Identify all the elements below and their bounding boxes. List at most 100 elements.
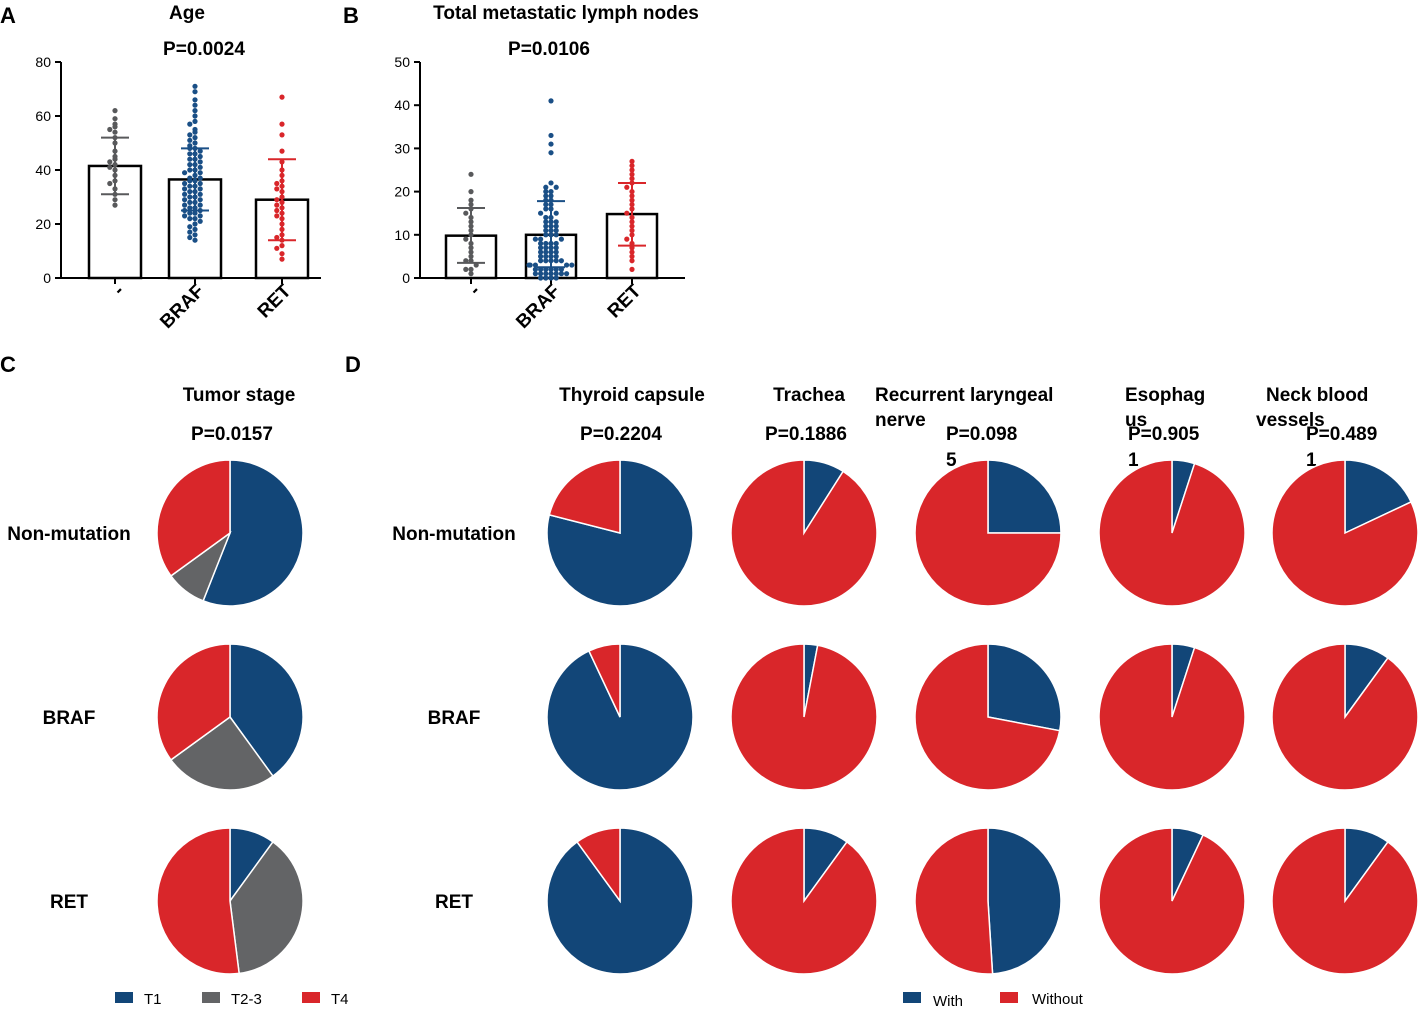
data-point	[274, 202, 280, 208]
data-point	[526, 262, 532, 268]
data-point	[468, 201, 474, 208]
trachea-pvalue: P=0.1886	[765, 424, 847, 445]
panel-c-row-label-ret: RET	[50, 892, 88, 913]
y-tick-label: 80	[35, 54, 51, 70]
data-point	[548, 271, 554, 277]
data-point	[187, 229, 193, 235]
data-point	[197, 213, 203, 219]
data-point	[197, 197, 203, 203]
tumor-stage-pie-2-slice-2	[156, 827, 240, 975]
data-point	[182, 202, 188, 208]
data-point	[187, 183, 193, 189]
data-point	[192, 97, 198, 103]
x-tick-label: RET	[604, 280, 646, 322]
panel-d-row-label-non-mutation: Non-mutation	[392, 524, 515, 545]
data-point	[279, 251, 285, 257]
data-point	[112, 197, 118, 203]
data-point	[624, 184, 630, 190]
data-point	[187, 178, 193, 184]
data-point	[274, 213, 280, 219]
legend-swatch-with	[903, 992, 921, 1003]
data-point	[182, 180, 188, 187]
panel-a-title: Age	[169, 3, 205, 24]
data-point	[543, 240, 549, 247]
data-point	[279, 243, 285, 249]
panel-d-row-label-braf: BRAF	[428, 708, 481, 729]
data-point	[624, 236, 630, 242]
data-point	[182, 186, 188, 192]
invasion-pie-2-1-slice-1	[914, 643, 1061, 791]
panel-a-pvalue: P=0.0024	[163, 39, 245, 60]
data-point	[629, 167, 635, 173]
data-point	[187, 216, 193, 222]
recurrent-laryngeal-nerve-pvalue: P=0.098 5	[946, 424, 1023, 471]
invasion-pie-4-1-slice-1	[1271, 643, 1419, 791]
data-point	[468, 197, 474, 203]
data-point	[543, 189, 549, 195]
data-point	[629, 266, 635, 272]
panel-d-row-label-ret: RET	[435, 892, 473, 913]
data-point	[187, 137, 193, 143]
data-point	[107, 164, 113, 170]
data-point	[192, 140, 198, 146]
data-point	[548, 275, 554, 281]
data-point	[187, 199, 193, 205]
data-point	[112, 124, 118, 130]
x-tick-label: BRAF	[156, 281, 208, 333]
data-point	[553, 184, 559, 190]
x-tick-label: RET	[254, 280, 296, 322]
data-point	[187, 162, 193, 168]
data-point	[187, 121, 193, 127]
data-point	[192, 237, 198, 243]
data-point	[192, 108, 198, 114]
data-point	[197, 186, 203, 192]
data-point	[543, 193, 549, 199]
data-point	[197, 218, 203, 224]
data-point	[274, 186, 280, 192]
invasion-pie-1-1-slice-1	[730, 643, 878, 791]
data-point	[274, 197, 280, 203]
esophagus-title: Esophag us	[1125, 385, 1211, 431]
invasion-pie-2-2-slice-1	[914, 827, 994, 975]
data-point	[192, 216, 198, 222]
data-point	[553, 275, 559, 281]
tumor-stage-pie-0-slice-2	[156, 459, 231, 577]
data-point	[548, 189, 554, 195]
data-point	[197, 191, 203, 197]
y-tick-label: 50	[394, 54, 410, 70]
data-point	[107, 159, 113, 165]
data-point	[538, 258, 544, 264]
tumor-stage-pie-2-slice-1	[229, 840, 304, 975]
data-point	[187, 234, 193, 241]
panel-a-age: Age P=0.0024 0 20 40 60 80 - BRAF RET	[35, 3, 321, 333]
data-point	[558, 271, 565, 277]
legend-invasion: With Without	[903, 991, 1084, 1009]
data-point	[553, 223, 559, 229]
data-point	[279, 132, 285, 138]
legend-tumor-stage: T1 T2-3 T4	[115, 991, 349, 1008]
data-point	[548, 98, 554, 104]
data-point	[187, 132, 193, 138]
neck-blood-vessels-title: Neck blood vessels	[1256, 385, 1374, 431]
invasion-pie-4-0-slice-1	[1271, 459, 1419, 607]
data-point	[548, 150, 554, 156]
panel-b-lymph-nodes: Total metastatic lymph nodes P=0.0106 0 1…	[394, 3, 698, 333]
tumor-stage-pie-1-slice-2	[156, 643, 231, 761]
esophagus-pvalue: P=0.905 1	[1128, 424, 1205, 471]
data-point	[197, 148, 203, 154]
panel-c-title: Tumor stage	[183, 385, 296, 406]
data-point	[538, 245, 544, 251]
data-point	[468, 271, 474, 277]
data-point	[197, 164, 203, 170]
y-tick-label: 0	[402, 270, 410, 286]
data-point	[463, 210, 469, 216]
x-tick-label: -	[109, 281, 128, 300]
data-point	[187, 224, 193, 230]
invasion-pie-3-2-slice-1	[1098, 827, 1246, 975]
data-point	[107, 180, 113, 187]
invasion-pie-3-1-slice-1	[1098, 643, 1246, 791]
panel-label-c: C	[0, 352, 16, 377]
data-point	[629, 158, 635, 164]
data-point	[629, 176, 635, 182]
